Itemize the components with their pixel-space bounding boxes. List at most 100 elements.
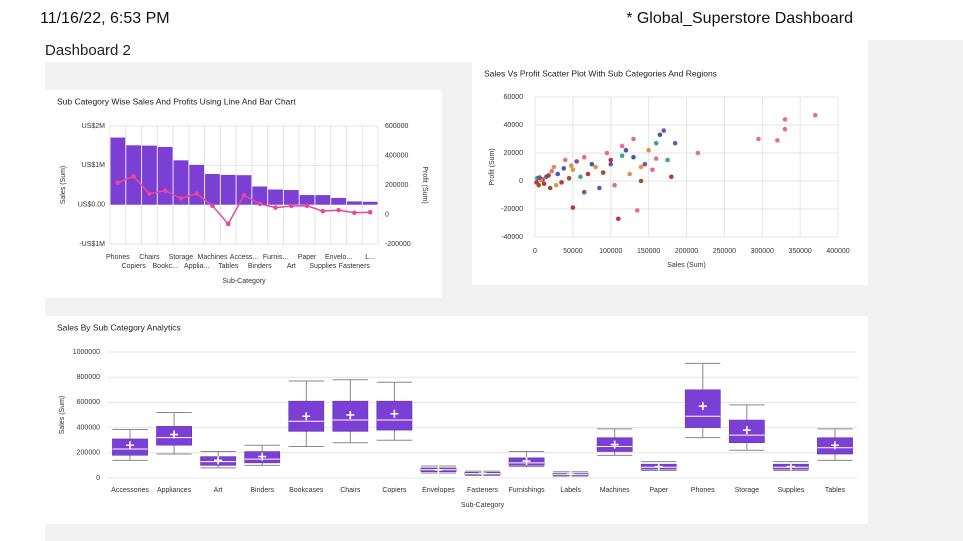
scatter-point	[581, 154, 587, 160]
y-tick-label: -200000	[385, 241, 411, 248]
bar	[299, 195, 315, 205]
x-tick-label: Supplies	[309, 263, 336, 270]
profit-point	[147, 191, 152, 197]
scatter-point	[549, 168, 554, 174]
x-tick-label: 150000	[637, 248, 660, 255]
y-tick-label: US$2M	[82, 123, 106, 130]
x-tick-label: Machines	[600, 487, 630, 494]
scatter-point	[638, 178, 644, 184]
x-tick-label: Furnishings	[508, 487, 545, 494]
x-tick-label: Chairs	[340, 487, 361, 494]
scatter-point	[585, 171, 591, 177]
bar	[362, 201, 378, 205]
scatter-point	[561, 166, 567, 171]
x-tick-label: Chairs	[139, 254, 160, 261]
scatter-point	[642, 161, 648, 167]
mean-marker	[258, 452, 267, 461]
profit-point	[162, 188, 168, 193]
y-tick-label: 600000	[385, 123, 408, 130]
scatter-point	[597, 185, 602, 191]
scatter-point	[541, 181, 547, 187]
scatter-point	[619, 153, 625, 159]
mean-marker	[390, 409, 399, 418]
x-tick-label: 350000	[788, 248, 811, 255]
x-tick-label: Art	[287, 263, 296, 270]
scatter-point	[631, 136, 636, 142]
x-axis-title: Sub-Category	[461, 502, 505, 509]
scatter-point	[623, 147, 629, 153]
scatter-point	[619, 143, 625, 149]
y-tick-label: 400000	[385, 152, 408, 159]
mean-marker	[786, 462, 795, 471]
scatter-point	[559, 180, 564, 185]
x-tick-label: Tables	[218, 263, 239, 270]
y-axis-title: Sales (Sum)	[59, 396, 66, 435]
bar	[220, 174, 236, 205]
scatter-point	[646, 147, 651, 153]
mean-marker	[654, 462, 663, 471]
y-tick-label: -40000	[501, 234, 523, 241]
mean-marker	[478, 469, 487, 478]
x-tick-label: Appliances	[157, 487, 192, 494]
mean-marker	[830, 441, 839, 450]
mean-marker	[742, 426, 751, 435]
profit-point	[336, 207, 341, 213]
scatter-point	[608, 157, 614, 163]
profit-point	[273, 205, 278, 210]
profit-point	[225, 221, 231, 227]
bar	[236, 175, 252, 205]
scatter-point	[570, 205, 576, 210]
x-tick-label: 300000	[751, 248, 774, 255]
bar	[315, 195, 331, 205]
mean-marker	[214, 456, 223, 465]
profit-point	[352, 210, 357, 216]
y-tick-label: 200000	[77, 450, 100, 457]
scatter-point	[627, 171, 632, 177]
scatter-point	[570, 167, 576, 173]
profit-point	[367, 209, 373, 215]
y-tick-label: 0	[96, 475, 100, 482]
scatter-point	[653, 156, 659, 161]
y-tick-label: 0	[519, 178, 523, 185]
scatter-point	[661, 128, 667, 133]
mean-marker	[302, 412, 311, 421]
x-tick-label: 250000	[713, 248, 736, 255]
x-tick-label: Fasteners	[467, 487, 499, 494]
y2-axis-title: Profit (Sum)	[421, 166, 428, 203]
profit-point	[241, 193, 247, 198]
x-tick-label: Applia...	[184, 263, 209, 270]
dashboard-name: Dashboard 2	[45, 42, 131, 59]
profit-point	[115, 180, 121, 185]
scatter-point	[665, 157, 670, 163]
y-tick-label: 40000	[504, 122, 524, 129]
y-tick-label: 600000	[77, 399, 100, 406]
x-tick-label: Envelopes	[422, 487, 455, 494]
bar	[331, 197, 346, 205]
y-tick-label: 1000000	[73, 349, 100, 356]
x-tick-label: Bookcases	[289, 487, 324, 494]
page-title: * Global_Superstore Dashboard	[626, 10, 853, 27]
mean-marker	[698, 402, 707, 411]
scatter-point	[634, 208, 640, 213]
x-tick-label: Binders	[250, 487, 274, 494]
x-tick-label: Storage	[169, 254, 194, 261]
scatter-point	[600, 170, 606, 175]
scatter-point	[812, 112, 818, 118]
y-axis-title: Profit (Sum)	[489, 148, 496, 185]
scatter-point	[534, 180, 539, 185]
x-tick-label: Storage	[735, 487, 760, 494]
scatter-point	[782, 117, 788, 122]
scatter-point	[604, 150, 610, 156]
background	[868, 40, 963, 62]
mean-marker	[522, 456, 531, 465]
y-tick-label: US$1M	[82, 162, 106, 169]
bar	[205, 174, 220, 205]
scatter-point	[589, 161, 595, 167]
y-tick-label: -20000	[501, 206, 523, 213]
y-tick-label: -US$1M	[79, 241, 105, 248]
scatter-point	[555, 171, 561, 177]
mean-marker	[170, 430, 179, 439]
x-tick-label: Phones	[106, 254, 130, 261]
x-tick-label: Supplies	[777, 487, 804, 494]
